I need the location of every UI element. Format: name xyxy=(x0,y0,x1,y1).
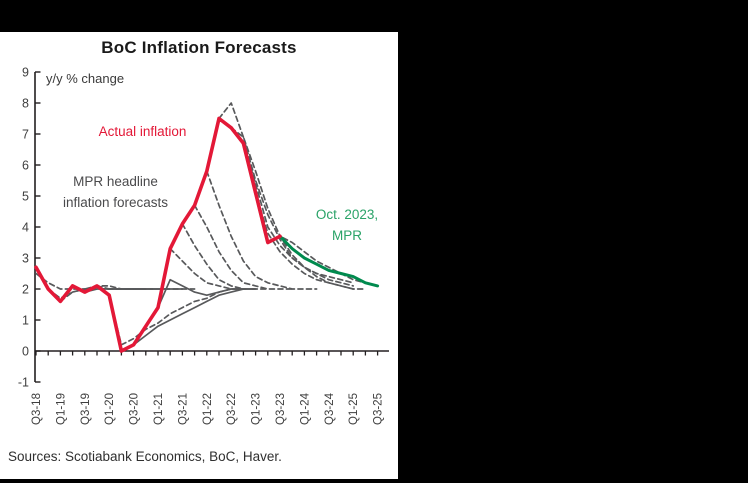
y-tick-label: 4 xyxy=(22,221,29,235)
y-tick-label: -1 xyxy=(18,376,29,390)
annotation-mpr-line2: inflation forecasts xyxy=(62,195,169,210)
series-past-forecast-11 xyxy=(193,204,294,290)
x-tick-label: Q1-21 xyxy=(153,393,165,425)
series-past-forecast-14 xyxy=(230,126,355,287)
series-past-forecast-07 xyxy=(132,288,245,346)
y-tick-label: 3 xyxy=(22,252,29,266)
chart-card: BoC Inflation Forecasts 9 8 7 6 5 4 3 2 1 0 -1 Q3-1… xyxy=(0,32,398,479)
series-past-forecast-08 xyxy=(157,278,257,309)
y-tick-label: 0 xyxy=(22,345,29,359)
annotation-mpr-forecasts: MPR headline inflation forecasts xyxy=(33,171,198,213)
y-tick-label: 9 xyxy=(22,66,29,80)
x-tick-label: Q3-19 xyxy=(80,393,92,425)
y-tick-label: 7 xyxy=(22,128,29,142)
chart-title: BoC Inflation Forecasts xyxy=(101,38,297,57)
annotation-oct-2023-mpr: Oct. 2023, MPR xyxy=(295,204,399,246)
y-tick-label: 6 xyxy=(22,159,29,173)
annotation-actual-inflation: Actual inflation xyxy=(98,124,187,139)
x-tick-label: Q1-20 xyxy=(104,393,116,425)
series-past-forecast-16 xyxy=(254,192,367,290)
y-tick-label: 8 xyxy=(22,97,29,111)
series-past-forecast-12 xyxy=(205,170,318,290)
y-axis-units-label: y/y % change xyxy=(46,71,125,86)
x-tick-label: Q1-23 xyxy=(251,393,263,425)
x-tick-label: Q3-21 xyxy=(177,393,189,425)
x-tick-label: Q3-24 xyxy=(324,392,336,425)
x-tick-label: Q1-19 xyxy=(55,393,67,425)
sources-note: Sources: Scotiabank Economics, BoC, Have… xyxy=(8,449,282,464)
series-past-forecast-01 xyxy=(35,272,135,290)
series-past-forecast-13 xyxy=(218,102,355,284)
annotation-mpr-line1: MPR headline xyxy=(73,174,158,189)
series-actual-inflation xyxy=(34,116,282,353)
x-tick-label: Q1-22 xyxy=(202,393,214,425)
x-tick-label: Q3-18 xyxy=(31,393,43,425)
y-tick-label: 5 xyxy=(22,190,29,204)
series-past-forecast-09 xyxy=(169,247,257,290)
series-past-forecast-15 xyxy=(242,142,355,290)
x-tick-label: Q3-20 xyxy=(129,393,141,425)
x-tick-label: Q1-25 xyxy=(348,393,360,425)
x-tick-label: Q1-24 xyxy=(299,392,311,425)
y-tick-label: 1 xyxy=(22,314,29,328)
inflation-chart: 9 8 7 6 5 4 3 2 1 0 -1Q3-18 Q1-19 Q3-19 Q1-20 Q3-20 Q1-… xyxy=(18,66,389,425)
series-past-forecast-10 xyxy=(181,223,269,290)
y-tick-label: 2 xyxy=(22,283,29,297)
x-tick-label: Q3-25 xyxy=(373,393,385,425)
annotation-green-line2: MPR xyxy=(332,228,362,243)
series-past-forecast-06 xyxy=(108,288,233,346)
x-tick-label: Q3-23 xyxy=(275,393,287,425)
x-tick-label: Q3-22 xyxy=(226,393,238,425)
annotation-green-line1: Oct. 2023, xyxy=(315,207,379,222)
